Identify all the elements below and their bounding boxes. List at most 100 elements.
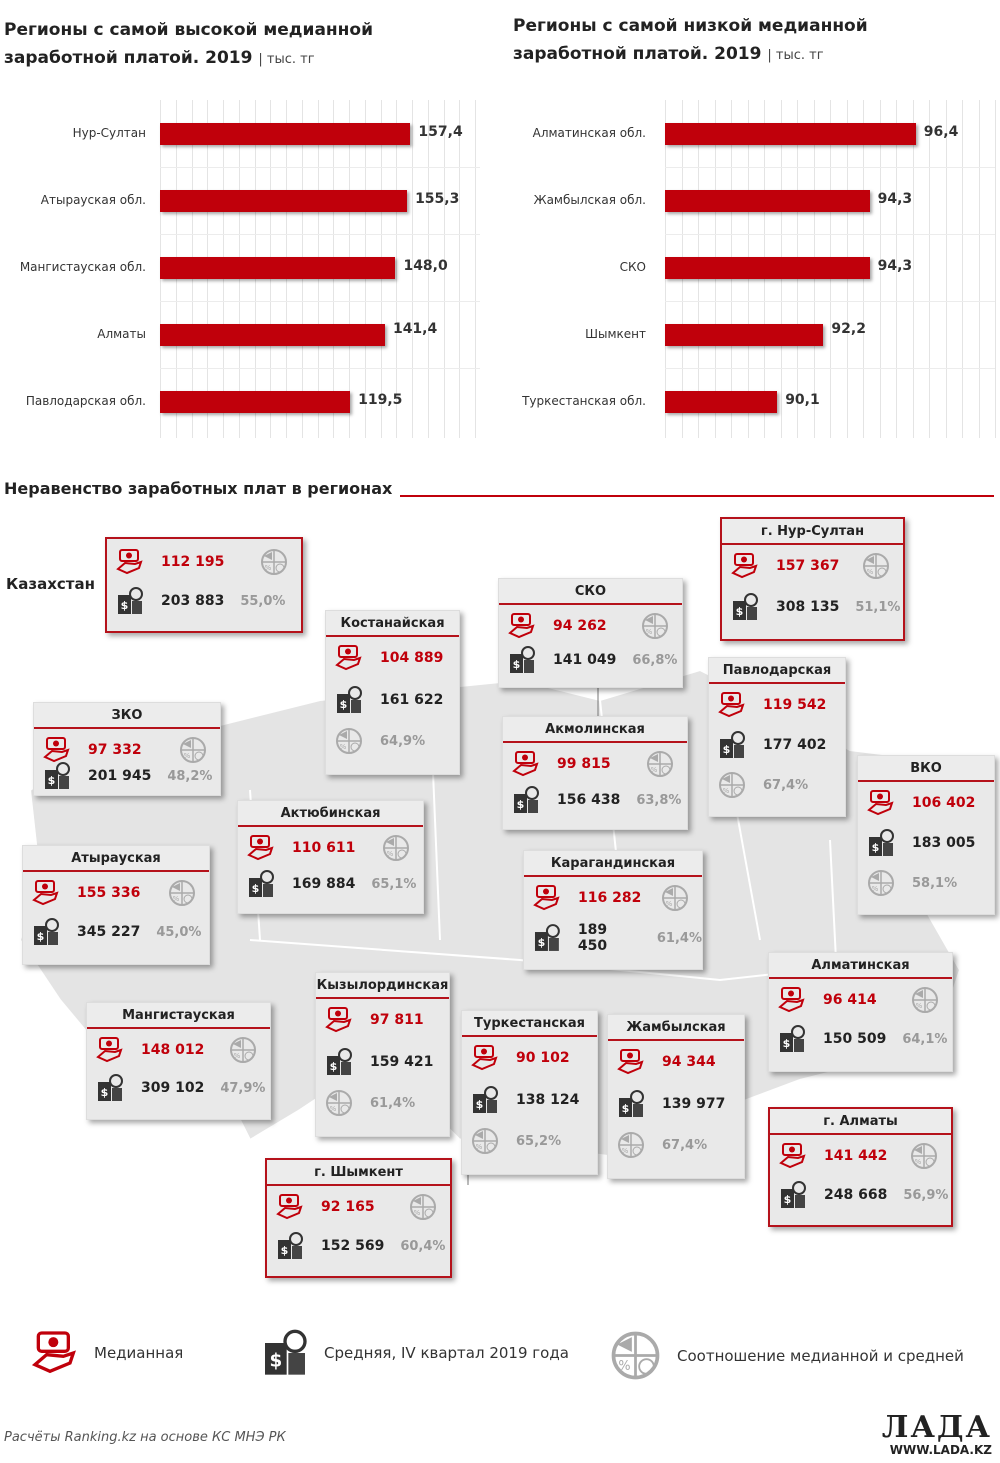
svg-text:%: % — [476, 1143, 483, 1151]
hand-money-icon — [31, 878, 61, 908]
ratio-value: 45,0% — [156, 924, 202, 940]
hand-money-icon — [777, 985, 807, 1015]
hand-money-icon — [470, 1043, 500, 1073]
svg-text:$: $ — [121, 599, 129, 612]
source-note: Расчёты Ranking.kz на основе КС МНЭ РК — [4, 1430, 286, 1445]
ratio-pie-icon: % — [616, 1130, 646, 1160]
money-stack-icon: $ — [324, 1047, 354, 1077]
average-value: 159 421 — [370, 1053, 434, 1070]
ratio-pie-icon: % — [178, 735, 208, 765]
gridline — [978, 100, 980, 438]
svg-text:$: $ — [736, 605, 744, 618]
gridline — [475, 100, 476, 438]
svg-text:%: % — [872, 885, 879, 893]
hand-money-icon — [717, 690, 747, 720]
average-value: 152 569 — [321, 1238, 385, 1254]
ratio-value: 63,8% — [636, 792, 682, 808]
data-label: 148,0 — [403, 258, 448, 274]
ratio-value: 61,4% — [370, 1095, 416, 1111]
svg-text:%: % — [234, 1052, 241, 1060]
legend-average: $ Средняя, IV квартал 2019 года — [260, 1328, 569, 1378]
median-value: 96 414 — [823, 992, 877, 1008]
money-stack-icon: $ — [532, 923, 562, 953]
hand-money-icon — [866, 788, 896, 818]
bar-chart-high: Нур-Султан 157,4 Атырауская обл. 155,3 Манги… — [0, 100, 480, 438]
ratio-value: 64,9% — [380, 733, 426, 749]
svg-text:%: % — [646, 628, 653, 636]
hand-money-icon — [30, 1328, 80, 1378]
gridline-h — [160, 301, 480, 302]
svg-text:%: % — [330, 1105, 337, 1113]
average-value: 139 977 — [662, 1095, 726, 1112]
money-stack-icon: $ — [717, 730, 747, 760]
region-card: Атырауская 155 336% $345 227 45,0% — [22, 845, 210, 965]
money-stack-icon: $ — [507, 645, 537, 675]
money-stack-icon: $ — [115, 586, 145, 616]
average-value: 150 509 — [823, 1031, 887, 1047]
hand-money-icon — [511, 749, 541, 779]
median-value: 119 542 — [763, 697, 827, 713]
region-card: Кызылординская 97 811 $159 421% 61,4% — [315, 972, 450, 1137]
svg-text:$: $ — [872, 841, 880, 854]
hand-money-icon — [616, 1047, 646, 1077]
gridline — [945, 100, 947, 438]
median-value: 90 102 — [516, 1050, 570, 1066]
gridline-h — [160, 234, 480, 235]
ratio-pie-icon: % — [909, 1141, 939, 1171]
gridline — [995, 100, 996, 438]
region-card: Карагандинская 116 282% $189 450 61,4% — [523, 850, 703, 970]
ratio-pie-icon: % — [861, 551, 891, 581]
ratio-pie-icon: % — [910, 985, 940, 1015]
ratio-pie-icon: % — [660, 883, 690, 913]
region-name: Кызылординская — [316, 973, 449, 999]
svg-text:$: $ — [513, 658, 521, 671]
region-card: ВКО 106 402 $183 005% 58,1% — [857, 755, 995, 915]
bar — [665, 391, 778, 413]
svg-text:%: % — [723, 787, 730, 795]
category-label: Павлодарская обл. — [25, 394, 146, 408]
lada-logo[interactable]: ЛАДА WWW.LADA.KZ — [882, 1413, 992, 1458]
svg-text:%: % — [622, 1147, 629, 1155]
svg-text:%: % — [265, 564, 272, 572]
ratio-pie-icon: % — [608, 1328, 663, 1383]
svg-text:%: % — [867, 568, 874, 576]
region-card: Жамбылская 94 344 $139 977% 67,4% — [607, 1014, 745, 1179]
logo-site: WWW.LADA.KZ — [889, 1443, 992, 1457]
gridline-h — [160, 167, 480, 168]
average-value: 309 102 — [141, 1080, 205, 1096]
svg-text:$: $ — [517, 798, 525, 811]
gridline — [879, 100, 881, 438]
region-card: г. Алматы 141 442% $248 668 56,9% — [768, 1107, 953, 1227]
ratio-pie-icon: % — [324, 1088, 354, 1118]
average-value: 156 438 — [557, 792, 621, 808]
region-name: СКО — [499, 579, 682, 605]
gridline-h — [665, 234, 995, 235]
median-value: 94 262 — [553, 618, 607, 634]
region-name: Актюбинская — [238, 801, 423, 827]
median-value: 112 195 — [161, 554, 225, 570]
data-label: 157,4 — [418, 124, 463, 140]
hand-money-icon — [507, 611, 537, 641]
category-label: Мангистауская обл. — [19, 260, 146, 274]
money-stack-icon: $ — [616, 1089, 646, 1119]
ratio-value: 56,9% — [903, 1187, 949, 1203]
money-stack-icon: $ — [42, 761, 72, 791]
region-card: Мангистауская 148 012% $309 102 47,9% — [86, 1002, 271, 1120]
region-name: Акмолинская — [503, 717, 687, 743]
legend-ratio: % Соотношение медианной и средней — [608, 1328, 964, 1383]
legend-average-label: Средняя, IV квартал 2019 года — [324, 1344, 569, 1362]
region-name: Мангистауская — [87, 1003, 270, 1029]
hand-money-icon — [246, 833, 276, 863]
bar — [665, 123, 916, 145]
category-label: Атырауская обл. — [40, 193, 146, 207]
ratio-pie-icon: % — [645, 749, 675, 779]
data-label: 119,5 — [358, 392, 403, 408]
svg-text:$: $ — [783, 1037, 791, 1050]
ratio-value: 55,0% — [240, 593, 286, 609]
svg-text:%: % — [916, 1002, 923, 1010]
median-value: 116 282 — [578, 890, 642, 906]
ratio-value: 47,9% — [220, 1080, 266, 1096]
ratio-value: 65,1% — [371, 876, 417, 892]
gridline — [929, 100, 930, 438]
hand-money-icon — [778, 1141, 808, 1171]
